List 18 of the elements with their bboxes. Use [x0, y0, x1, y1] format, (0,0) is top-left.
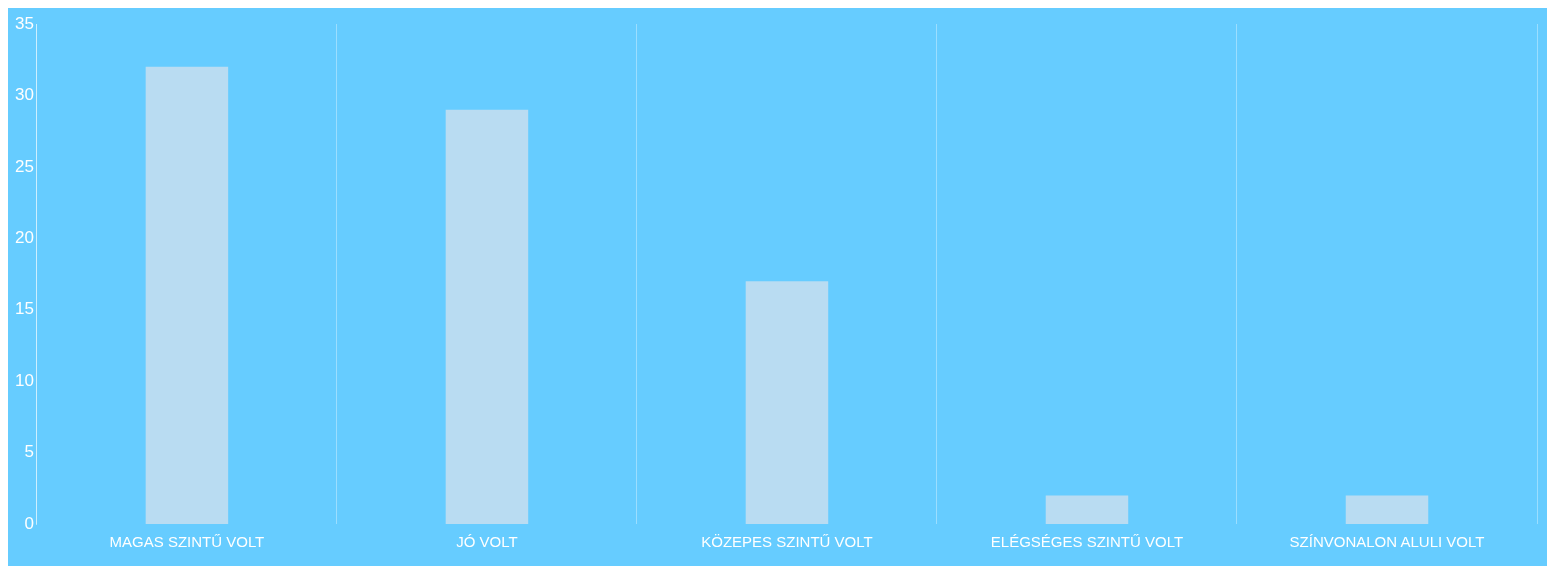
x-tick-label: SZÍNVONALON ALULI VOLT — [1289, 533, 1485, 551]
y-tick-label: 5 — [24, 442, 34, 462]
x-tick-label: JÓ VOLT — [456, 533, 518, 551]
bar — [745, 281, 829, 524]
y-tick-label: 10 — [14, 370, 34, 390]
y-tick-label: 35 — [14, 13, 34, 33]
y-tick-label: 30 — [14, 85, 34, 105]
y-tick-label: 0 — [24, 513, 34, 533]
bar — [1345, 495, 1429, 524]
bar — [145, 66, 229, 524]
x-tick-label: KÖZEPES SZINTŰ VOLT — [701, 533, 873, 551]
y-tick-label: 25 — [14, 156, 34, 176]
x-tick-label: ELÉGSÉGES SZINTŰ VOLT — [990, 533, 1184, 551]
x-tick-label: MAGAS SZINTŰ VOLT — [109, 533, 265, 551]
bar — [445, 109, 529, 524]
bar — [1045, 495, 1129, 524]
y-tick-label: 15 — [14, 299, 34, 319]
y-tick-label: 20 — [14, 227, 34, 247]
